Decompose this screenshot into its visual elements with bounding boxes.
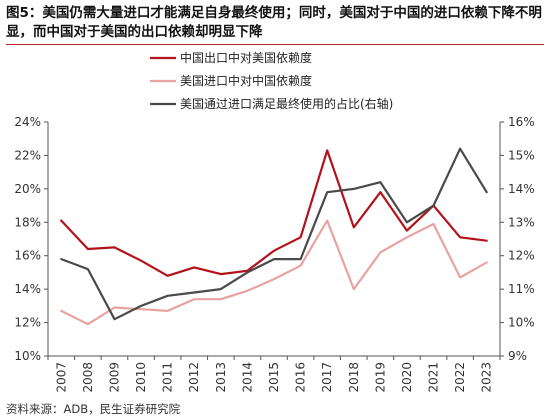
y-right-tick-label: 11% [508, 282, 535, 296]
y-left-tick-label: 12% [14, 316, 41, 330]
x-tick-label: 2014 [240, 362, 254, 393]
source-note: 资料来源：ADB，民生证券研究院 [6, 402, 181, 416]
x-tick-label: 2008 [81, 362, 95, 393]
x-tick-label: 2020 [400, 362, 414, 393]
x-tick-label: 2007 [54, 362, 68, 393]
legend: 中国出口中对美国依赖度美国进口中对中国依赖度美国通过进口满足最终使用的占比(右轴… [150, 50, 393, 111]
chart-title: 图5：美国仍需大量进口才能满足自身最终使用；同时，美国对于中国的进口依赖下降不明… [6, 5, 542, 40]
x-tick-label: 2010 [134, 362, 148, 393]
axes: 10% 12% 14% 16% 18% 20% 22% 24% 9% 10% 11% 12% 13% 14… [14, 115, 534, 393]
series-line-2 [60, 219, 488, 326]
series-layer [60, 147, 488, 326]
y-left-tick-label: 18% [14, 215, 41, 229]
y-left-tick-label: 14% [14, 282, 41, 296]
y-left-tick-label: 22% [14, 148, 41, 162]
y-right-tick-label: 12% [508, 249, 535, 263]
x-tick-label: 2012 [187, 362, 201, 393]
y-left-tick-label: 16% [14, 249, 41, 263]
y-left-tick-label: 10% [14, 349, 41, 363]
legend-label-2: 美国进口中对中国依赖度 [180, 73, 312, 88]
y-right-tick-label: 15% [508, 148, 535, 162]
x-tick-label: 2021 [427, 362, 441, 393]
legend-label-1: 中国出口中对美国依赖度 [180, 50, 312, 65]
series-line-1 [60, 149, 488, 277]
title-rule [6, 44, 544, 45]
x-tick-label: 2011 [161, 362, 175, 393]
y-right-tick-label: 10% [508, 316, 535, 330]
x-tick-label: 2015 [267, 362, 281, 393]
y-left-tick-label: 24% [14, 115, 41, 129]
y-right-tick-label: 14% [508, 182, 535, 196]
x-tick-label: 2017 [320, 362, 334, 393]
y-left-tick-label: 20% [14, 182, 41, 196]
x-tick-label: 2022 [453, 362, 467, 393]
y-right-tick-label: 16% [508, 115, 535, 129]
x-tick-label: 2013 [214, 362, 228, 393]
x-tick-label: 2018 [347, 362, 361, 393]
y-right-tick-label: 13% [508, 215, 535, 229]
series-line-3 [60, 147, 488, 321]
x-tick-label: 2009 [107, 362, 121, 393]
y-right-tick-label: 9% [508, 349, 527, 363]
legend-label-3: 美国通过进口满足最终使用的占比(右轴) [180, 96, 393, 111]
x-tick-label: 2019 [373, 362, 387, 393]
x-tick-label: 2023 [480, 362, 494, 393]
x-tick-label: 2016 [294, 362, 308, 393]
